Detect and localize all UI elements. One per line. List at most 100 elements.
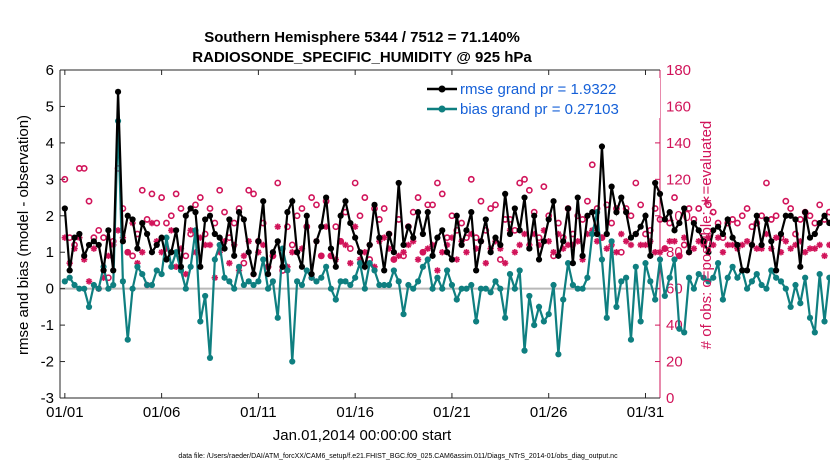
evaluated-obs-marker [772,234,780,241]
bias-point [811,329,818,336]
rmse-point [492,234,499,241]
bias-point [516,267,523,274]
evaluated-obs-marker [516,241,523,249]
possible-obs-marker [743,205,751,212]
bias-point [385,281,393,289]
evaluated-obs-stroke [565,242,571,248]
x-tick-label: 01/21 [433,404,471,421]
rmse-point [390,249,397,256]
rmse-point [100,267,107,274]
bias-point [555,351,562,358]
rmse-point [734,241,741,249]
rmse-point [414,209,422,216]
rmse-point [129,216,136,223]
bias-point [76,285,83,292]
evaluated-obs-stroke [705,234,712,241]
bias-point [134,263,141,270]
possible-obs-marker [792,230,799,238]
bias-point [632,263,639,270]
bias-point [826,274,830,281]
possible-obs-marker [806,212,814,220]
bias-point [603,314,610,321]
bias-point [676,325,683,332]
evaluated-obs-stroke [550,249,557,256]
bias-point [245,278,252,285]
bias-point [753,270,760,278]
bias-point [293,278,301,285]
x-tick-label: 01/01 [46,404,84,421]
evaluated-obs-stroke [787,245,794,252]
rmse-point [192,209,199,216]
evaluated-obs-marker [226,259,233,267]
rmse-point [681,205,688,212]
rmse-point [777,230,785,238]
rmse-point [540,238,547,245]
bias-point [690,285,697,292]
evaluated-obs-stroke [826,243,830,248]
rmse-point [782,212,789,219]
rmse-point [468,209,475,216]
rmse-point [226,216,233,223]
chart-title-line1: Southern Hemisphere 5344 / 7512 = 71.140… [204,29,520,46]
bias-point [521,347,528,354]
evaluated-obs-marker [390,256,398,263]
rmse-point [724,216,731,223]
bias-point [482,285,489,292]
bias-point [758,281,765,289]
evaluated-obs-marker [714,234,722,241]
evaluated-obs-marker [656,249,664,256]
bias-point [303,267,310,274]
rmse-point [487,249,494,256]
bias-point [748,278,756,285]
y-tick-label: -1 [41,317,54,334]
rmse-point [589,209,596,216]
possible-obs-marker [206,205,214,212]
possible-obs-marker [332,223,340,231]
legend-rmse-marker [438,85,446,93]
possible-obs-marker [201,230,209,238]
y2-tick-label: 140 [666,135,691,152]
rmse-point [356,249,364,256]
rmse-point [705,249,712,256]
bias-point [816,270,823,278]
rmse-point [603,230,610,238]
bias-point [313,278,320,285]
rmse-point [274,238,281,245]
evaluated-obs-stroke [574,238,581,245]
rmse-point [806,234,814,241]
y-tick-label: 1 [46,244,54,261]
rmse-point [787,212,794,219]
possible-obs-marker [143,216,151,223]
evaluated-obs-stroke [628,242,634,248]
rmse-point [560,238,567,245]
bias-point [448,281,456,289]
evaluated-obs-stroke [342,242,349,248]
bias-point [506,270,514,278]
bias-point [410,285,417,292]
evaluated-obs-stroke [676,253,683,259]
possible-obs-marker [467,175,475,183]
rmse-point [802,209,809,216]
evaluated-obs-stroke [260,242,267,248]
evaluated-obs-stroke [424,245,431,252]
evaluated-obs-marker [787,245,794,252]
bias-point [168,263,175,270]
evaluated-obs-marker [482,259,490,267]
bias-point [724,274,731,281]
rmse-point [337,212,344,219]
possible-obs-marker [61,175,69,183]
rmse-point [158,234,165,241]
evaluated-obs-marker [729,241,736,249]
rmse-point [627,234,635,241]
evaluated-obs-marker [753,245,760,252]
evaluated-obs-stroke [821,253,828,259]
legend-bias-marker [438,105,446,113]
evaluated-obs-marker [274,223,281,230]
rmse-point [719,230,727,238]
bias-point [685,274,693,281]
evaluated-obs-stroke [502,260,509,267]
evaluated-obs-marker [434,267,441,274]
possible-obs-marker [734,219,741,227]
rmse-point [313,238,320,245]
rmse-point [143,230,151,238]
